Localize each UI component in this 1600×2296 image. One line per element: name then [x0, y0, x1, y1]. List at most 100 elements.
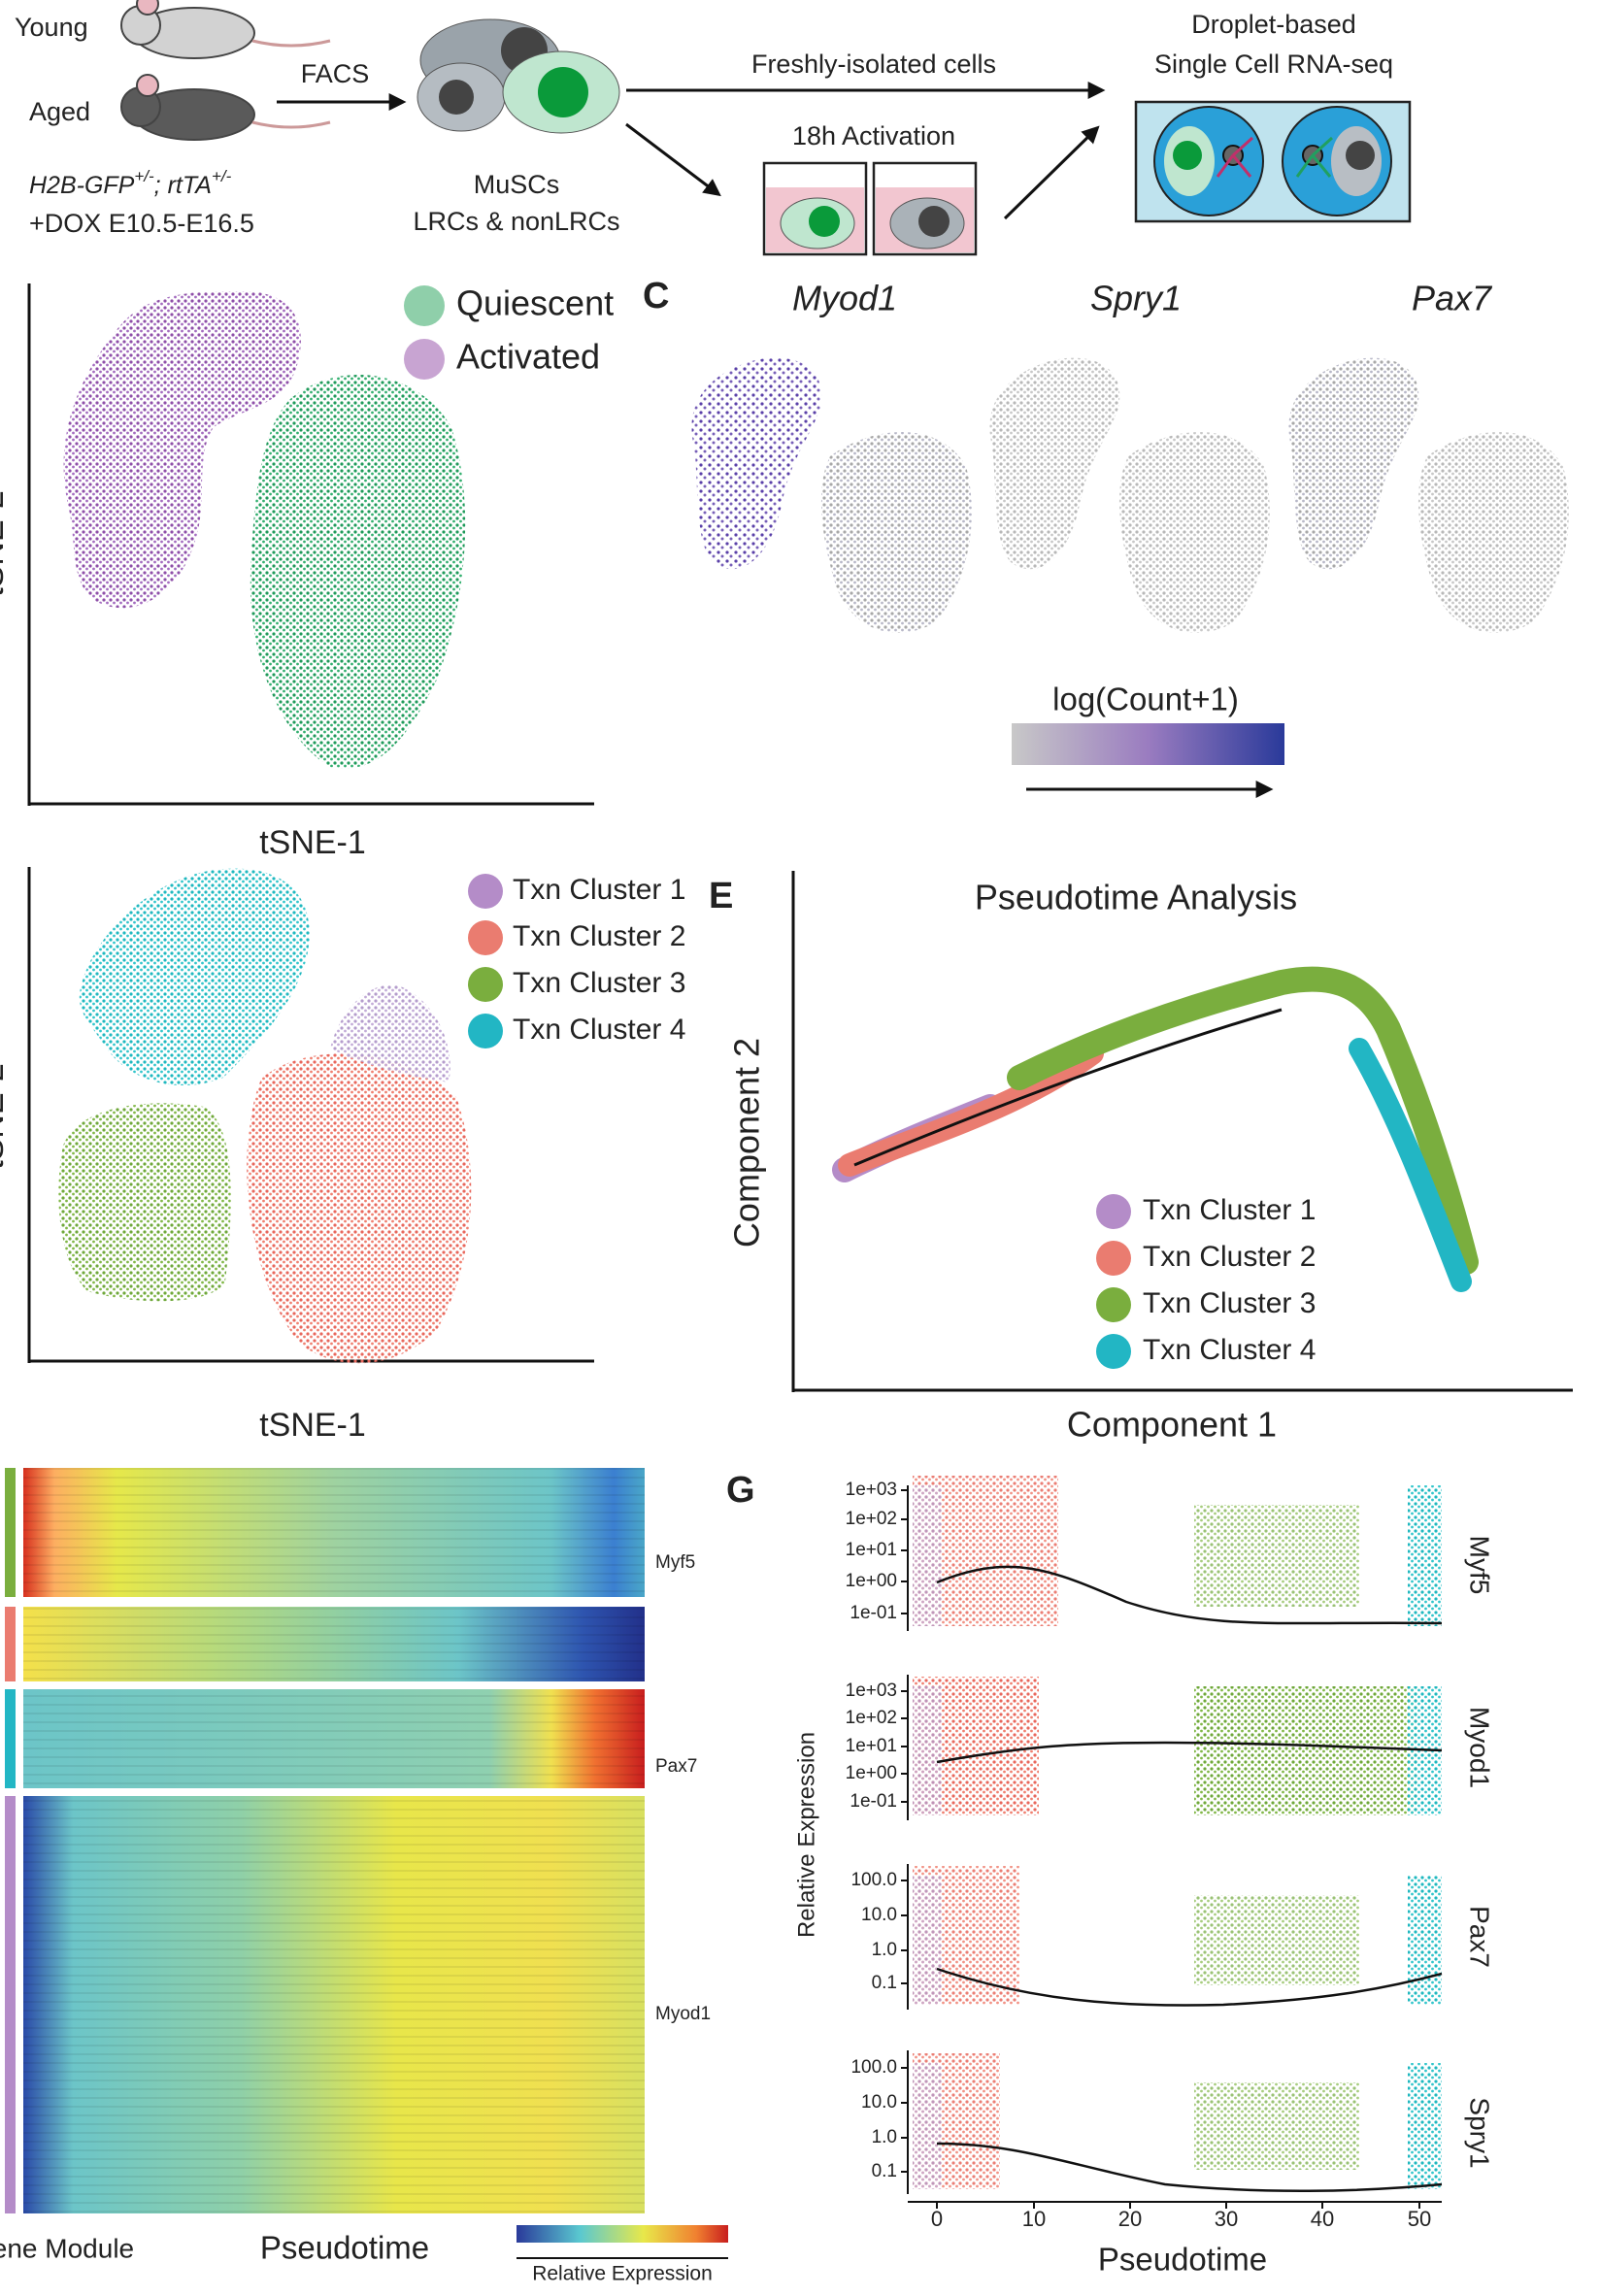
label: Quiescent	[456, 283, 614, 323]
point-cloud	[913, 2063, 942, 2189]
point-cloud	[1408, 1876, 1442, 2005]
smooth-fit	[936, 1967, 1443, 2007]
label: Myod1	[1465, 1707, 1495, 1788]
label: 40	[1311, 2207, 1334, 2231]
label: MuSCs	[474, 170, 560, 199]
cell-cloud	[79, 868, 310, 1086]
label: tSNE-2	[0, 490, 11, 597]
label: 30	[1215, 2207, 1238, 2231]
point-cloud	[1408, 1485, 1442, 1626]
label: Txn Cluster 3	[513, 967, 685, 999]
label: Young	[15, 13, 88, 42]
label: Gene Module	[0, 2233, 134, 2263]
genotype: H2B-GFP+/-; rtTA+/-	[29, 167, 232, 198]
label: tSNE-2	[0, 1063, 11, 1170]
label: Relative Expression	[532, 2263, 713, 2285]
legend-swatch	[1096, 1194, 1131, 1229]
label: Pax7	[1465, 1906, 1495, 1968]
label: Pseudotime	[260, 2230, 429, 2266]
expression-cloud	[989, 357, 1120, 570]
label: Myf5	[1465, 1536, 1495, 1595]
label: Pax7	[655, 1756, 697, 1777]
mouse-ear	[136, 0, 159, 16]
label: 100.0	[850, 2057, 897, 2078]
label: C	[643, 276, 669, 316]
label: Txn Cluster 3	[1143, 1287, 1316, 1319]
label: Activated	[456, 337, 600, 377]
module-bar	[5, 1607, 16, 1681]
label: 50	[1408, 2207, 1431, 2231]
mouse-tail	[251, 120, 331, 129]
label: 1e+00	[846, 1763, 897, 1783]
cell-cloud	[63, 291, 301, 609]
barcode	[1295, 136, 1334, 178]
nucleus	[1173, 141, 1202, 170]
label: log(Count+1)	[1052, 682, 1239, 717]
arrow	[1003, 125, 1100, 220]
label: 1e+02	[846, 1509, 897, 1529]
label: 1e+01	[846, 1540, 897, 1560]
module-bar	[5, 1689, 16, 1788]
cell-cloud	[250, 375, 466, 769]
legend-swatch	[468, 967, 503, 1002]
label: Myod1	[792, 279, 897, 318]
colorbar	[517, 2225, 728, 2243]
label: LRCs & nonLRCs	[413, 207, 619, 236]
mouse-tail	[251, 39, 331, 48]
nucleus	[1346, 141, 1375, 170]
label: 20	[1118, 2207, 1142, 2231]
label: Component 1	[1067, 1405, 1277, 1445]
legend-swatch	[404, 285, 445, 326]
colorbar	[1012, 723, 1284, 765]
smooth-fit	[936, 2142, 1443, 2193]
label: Droplet-based	[1191, 10, 1356, 39]
label: Pax7	[1412, 279, 1493, 318]
point-cloud	[1408, 2063, 1442, 2189]
label: 1e+03	[846, 1680, 897, 1701]
label: Spry1	[1465, 2097, 1495, 2168]
legend-swatch	[468, 1014, 503, 1048]
label: Aged	[29, 97, 90, 126]
label: Myod1	[655, 2004, 711, 2024]
label: 1e-01	[850, 1791, 897, 1812]
genotype-part: H2B-GFP	[29, 172, 135, 199]
label: Myf5	[655, 1552, 695, 1573]
smooth-fit	[936, 1741, 1443, 1764]
label: 0.1	[872, 2161, 897, 2181]
label: Pseudotime	[1098, 2242, 1267, 2278]
heatmap-stripes	[23, 1468, 645, 1597]
label: Txn Cluster 2	[513, 920, 685, 952]
expression-cloud	[820, 432, 972, 633]
label: 10.0	[861, 1905, 897, 1925]
trajectory-line	[853, 1008, 1283, 1167]
arrow	[625, 122, 721, 197]
genotype-part: +/-	[134, 167, 154, 185]
heatmap-stripes	[23, 1607, 645, 1681]
label: E	[709, 876, 733, 916]
nucleus	[538, 67, 588, 117]
label: Txn Cluster 4	[1143, 1334, 1316, 1366]
label: Pseudotime Analysis	[975, 878, 1297, 917]
label: Spry1	[1090, 279, 1182, 318]
legend-swatch	[1096, 1287, 1131, 1322]
trajectory	[1349, 1038, 1472, 1292]
point-cloud	[1194, 1505, 1359, 1607]
cell-cloud	[330, 984, 450, 1082]
legend-swatch	[468, 874, 503, 909]
heatmap-stripes	[23, 1796, 645, 2213]
label: Txn Cluster 2	[1143, 1241, 1316, 1273]
legend-swatch	[1096, 1241, 1131, 1276]
label: G	[726, 1470, 755, 1511]
nucleus	[439, 80, 474, 115]
label: Txn Cluster 1	[1143, 1194, 1316, 1226]
label: 10	[1022, 2207, 1046, 2231]
expression-cloud	[1118, 432, 1270, 633]
label: 1e+00	[846, 1571, 897, 1591]
label: 1e+02	[846, 1708, 897, 1728]
expression-cloud	[1417, 432, 1569, 633]
label: Txn Cluster 4	[513, 1014, 685, 1046]
barcode	[1216, 136, 1254, 178]
label: Freshly-isolated cells	[751, 50, 996, 79]
label: tSNE-1	[259, 1407, 366, 1444]
cell-cloud	[247, 1053, 472, 1364]
